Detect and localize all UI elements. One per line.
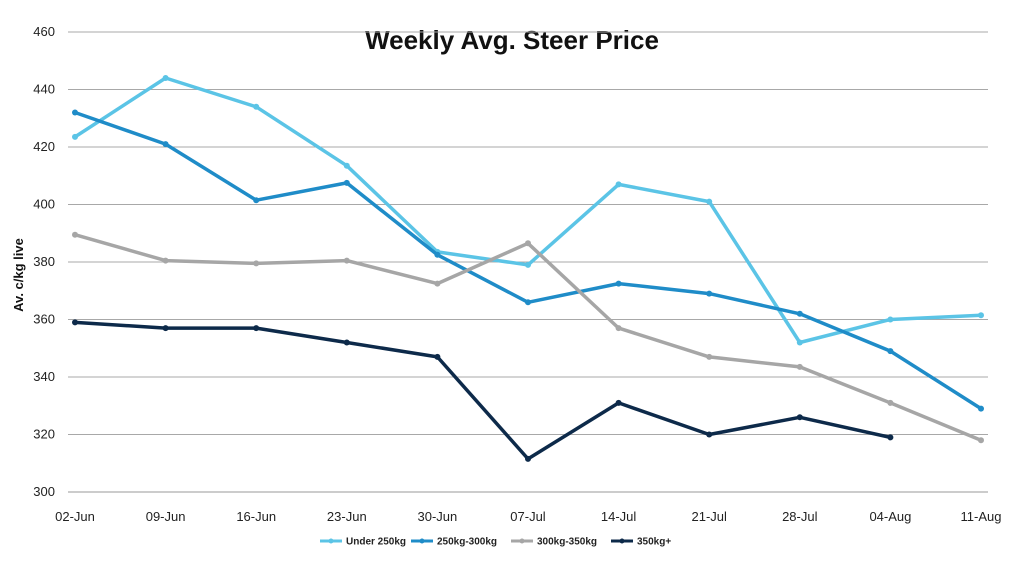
legend-marker [328, 538, 334, 544]
data-point [978, 405, 984, 412]
data-point [525, 261, 531, 268]
data-point [72, 133, 78, 140]
data-point [887, 399, 894, 406]
data-point [162, 257, 169, 264]
y-tick-label: 420 [33, 139, 55, 154]
data-point [434, 280, 441, 287]
data-point [434, 353, 441, 360]
x-tick-label: 21-Jul [691, 509, 727, 524]
series-4 [72, 319, 894, 462]
legend-label: 350kg+ [637, 537, 671, 548]
data-point [434, 251, 441, 258]
data-point [978, 312, 984, 319]
data-point [162, 75, 169, 81]
data-point [343, 179, 350, 186]
x-tick-label: 04-Aug [869, 509, 911, 524]
x-tick-label: 23-Jun [327, 509, 367, 524]
data-point [796, 363, 803, 370]
data-point [887, 434, 894, 441]
data-point [253, 260, 260, 267]
legend-item: Under 250kg [320, 537, 406, 548]
data-point [796, 310, 803, 317]
series-line [73, 320, 893, 461]
x-tick-label: 16-Jun [236, 509, 276, 524]
data-point [72, 109, 78, 116]
data-point [796, 339, 803, 346]
y-tick-label: 380 [33, 254, 55, 269]
data-point [887, 348, 894, 355]
legend-item: 250kg-300kg [411, 537, 497, 548]
x-tick-label: 09-Jun [146, 509, 186, 524]
legend-label: Under 250kg [346, 537, 406, 548]
data-point [525, 240, 531, 247]
series-1 [72, 75, 984, 346]
x-tick-label: 30-Jun [418, 509, 458, 524]
data-point [253, 325, 260, 332]
y-tick-label: 300 [33, 484, 55, 499]
legend-label: 300kg-350kg [537, 537, 597, 548]
series-3 [72, 231, 984, 444]
data-point [978, 437, 984, 444]
legend-marker [519, 538, 525, 544]
data-point [706, 290, 713, 297]
x-tick-label: 07-Jul [510, 509, 546, 524]
legend-marker [619, 538, 625, 544]
data-point [615, 280, 622, 287]
series-2 [72, 109, 984, 412]
data-point [796, 414, 803, 421]
legend-item: 300kg-350kg [511, 537, 597, 548]
data-point [887, 316, 894, 323]
data-point [162, 141, 169, 148]
data-point [706, 198, 713, 205]
data-point [343, 339, 350, 346]
y-tick-label: 400 [33, 197, 55, 212]
y-tick-label: 340 [33, 369, 55, 384]
legend-marker [419, 538, 425, 544]
data-point [706, 353, 713, 360]
data-point [253, 103, 260, 110]
y-tick-label: 440 [33, 82, 55, 97]
data-point [525, 455, 531, 462]
x-tick-label: 11-Aug [961, 509, 1002, 524]
legend-item: 350kg+ [611, 537, 671, 548]
legend-label: 250kg-300kg [437, 537, 497, 548]
data-point [615, 399, 622, 406]
legend: Under 250kg 250kg-300kg 300kg-350kg 350kg+ [320, 537, 671, 548]
data-point [706, 431, 713, 438]
data-point [72, 319, 78, 326]
chart-title: Weekly Avg. Steer Price [365, 25, 659, 55]
data-point [72, 231, 78, 238]
x-tick-label: 02-Jun [55, 509, 95, 524]
data-point [343, 257, 350, 264]
data-point [162, 325, 169, 332]
data-point [525, 299, 531, 306]
data-point [615, 325, 622, 332]
y-tick-label: 460 [33, 24, 55, 39]
data-point [253, 197, 260, 204]
series-lines [72, 75, 984, 462]
x-tick-label: 28-Jul [782, 509, 818, 524]
x-tick-label: 14-Jul [601, 509, 637, 524]
y-axis-title: Av. c/kg live [11, 238, 26, 312]
y-tick-label: 320 [33, 427, 55, 442]
data-point [343, 162, 350, 169]
y-tick-label: 360 [33, 312, 55, 327]
x-axis-ticks: 02-Jun 09-Jun 16-Jun 23-Jun 30-Jun 07-Jul 14-J… [55, 509, 1001, 524]
y-axis-ticks: 300 320 340 360 380 400 420 440 460 [33, 24, 55, 499]
data-point [615, 181, 622, 188]
